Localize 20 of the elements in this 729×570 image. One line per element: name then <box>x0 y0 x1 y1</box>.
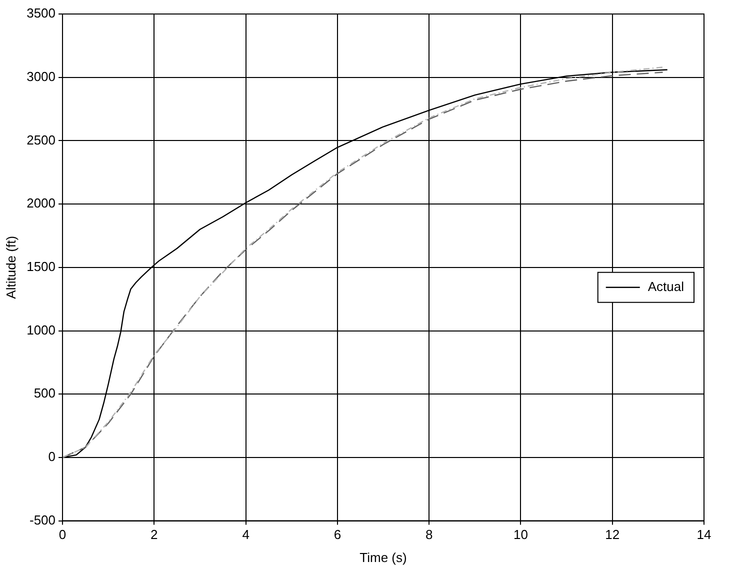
y-tick-label: 3000 <box>26 68 56 84</box>
y-tick-label: 2000 <box>26 196 56 211</box>
x-tick-label: 4 <box>242 527 250 542</box>
y-tick-label: 2500 <box>26 132 56 148</box>
y-tick-label: 3500 <box>26 6 56 21</box>
y-axis-title: Altitude (ft) <box>3 236 18 299</box>
legend-label: Actual <box>648 278 684 294</box>
x-tick-label: 6 <box>334 527 342 542</box>
y-tick-label: 1000 <box>26 322 56 338</box>
x-tick-label: 2 <box>150 527 158 542</box>
y-tick-label: 500 <box>34 386 56 401</box>
y-tick-label: -500 <box>29 512 56 528</box>
x-tick-label: 8 <box>425 527 433 542</box>
y-tick-label: 0 <box>48 449 56 464</box>
x-tick-label: 0 <box>58 527 66 542</box>
x-tick-label: 10 <box>513 527 528 542</box>
y-tick-label: 1500 <box>26 258 56 274</box>
x-tick-label: 14 <box>696 527 712 542</box>
x-axis-title: Time (s) <box>360 550 407 565</box>
x-tick-label: 12 <box>605 527 620 542</box>
